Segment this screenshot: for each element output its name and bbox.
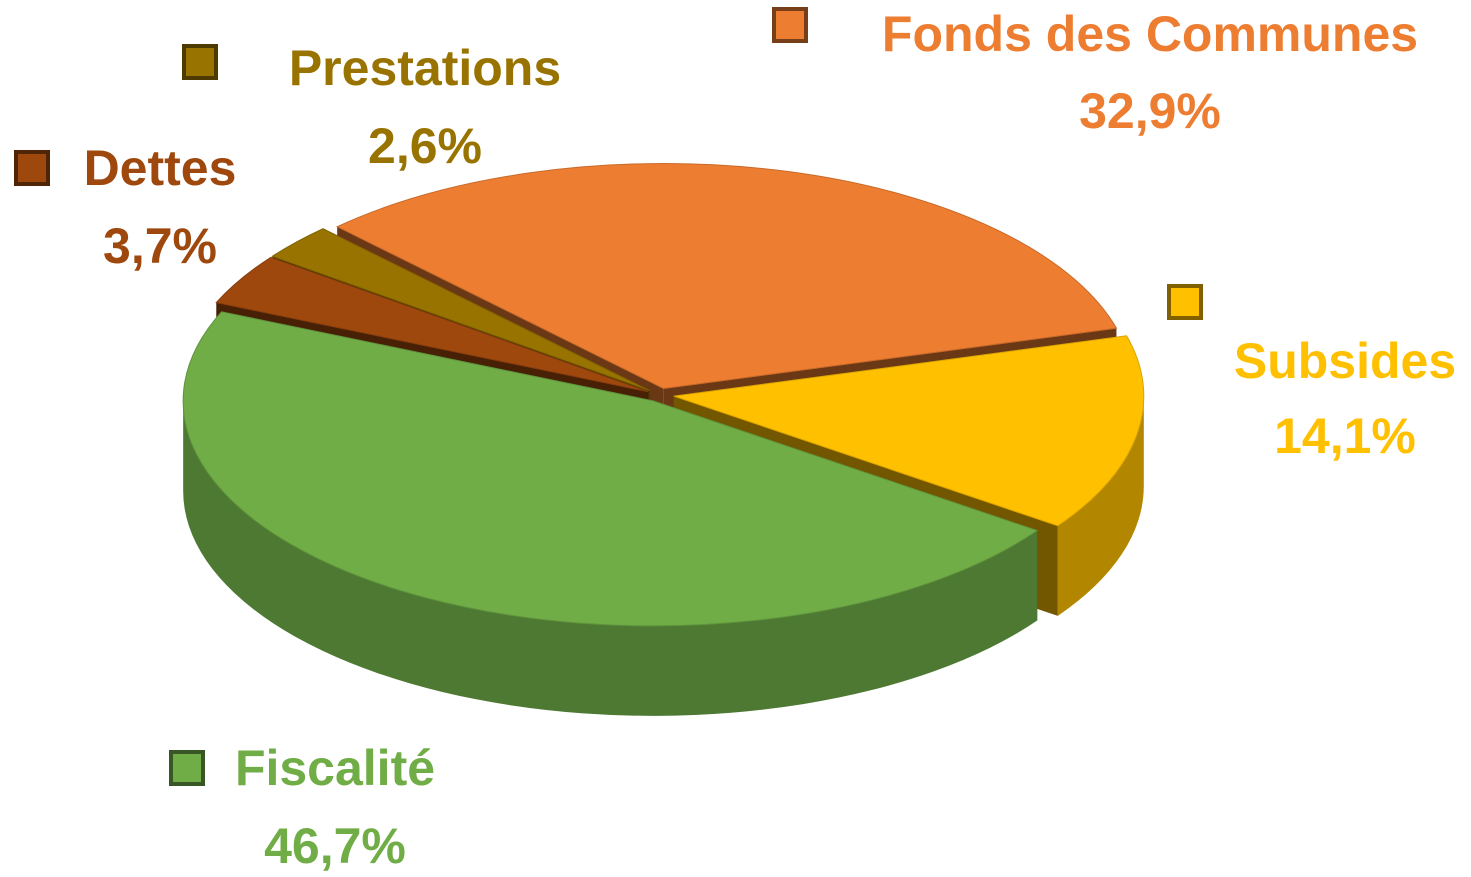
slice-side <box>183 400 1038 716</box>
slice <box>271 228 650 392</box>
category-label: Fiscalité <box>235 740 435 796</box>
value-label: 14,1% <box>1274 408 1416 464</box>
value-label: 3,7% <box>103 218 217 274</box>
legend-swatch <box>182 44 218 80</box>
category-label: Prestations <box>289 40 561 96</box>
category-label: Subsides <box>1234 333 1456 389</box>
category-label: Fonds des Communes <box>882 6 1418 62</box>
value-label: 2,6% <box>368 118 482 174</box>
slice <box>182 311 1039 627</box>
legend-swatch <box>1167 284 1203 320</box>
slice <box>336 163 1118 390</box>
slice <box>215 256 649 393</box>
value-label: 32,9% <box>1079 83 1221 139</box>
legend-swatch <box>14 150 50 186</box>
slice-side <box>1057 396 1144 616</box>
category-label: Dettes <box>84 140 237 196</box>
legend-swatch <box>169 750 205 786</box>
legend-swatch <box>772 7 808 43</box>
slice <box>673 335 1145 527</box>
value-label: 46,7% <box>264 818 406 874</box>
